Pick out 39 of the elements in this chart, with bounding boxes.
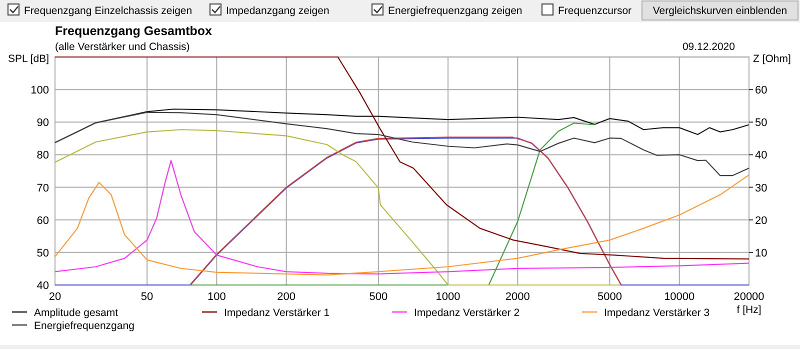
x-tick-label: 200 [277,291,296,303]
y2-tick-label: 60 [755,84,768,97]
x-tick-label: 20 [48,291,62,303]
x-axis-title: f [Hz] [736,304,762,316]
text: Frequenzcursor [558,5,632,17]
y2-tick-label: 50 [755,117,768,130]
legend-label: Impedanz Verstärker 3 [604,307,710,319]
y-tick-label: 80 [36,150,49,162]
y2-axis-title: Z [Ohm] [753,53,791,65]
legend-label: Amplitude gesamt [34,307,118,319]
y-tick-label: 70 [36,182,49,194]
x-tick-label: 10000 [664,291,695,303]
x-tick-label: 1000 [436,291,460,303]
text: Impedanzgang zeigen [226,5,330,17]
text: Vergleichskurven einblenden [652,5,788,17]
text: Frequenzgang Einzelchassis zeigen [24,5,192,17]
y2-tick-label: 10 [755,247,768,260]
x-tick-label: 20000 [734,291,764,303]
y-tick-label: 90 [36,117,49,130]
y-tick-label: 60 [36,214,49,227]
x-tick-label: 2000 [505,291,530,303]
y2-tick-label: 20 [755,214,768,227]
text: 09.12.2020 [682,41,736,53]
x-tick-label: 50 [140,291,154,303]
y2-tick-label: 40 [755,150,768,162]
legend-label: Impedanz Verstärker 1 [224,307,330,319]
y-axis-title: SPL [dB] [8,53,50,65]
legend-label: Impedanz Verstärker 2 [414,307,520,319]
y-tick-label: 50 [36,247,49,260]
x-tick-label: 500 [369,291,388,303]
chart-title: Frequenzgang Gesamtbox [55,24,212,38]
y-tick-label: 100 [30,84,49,97]
legend-label: Energiefrequenzgang [34,320,135,332]
y2-tick-label: 30 [755,182,768,194]
x-tick-label: 5000 [597,291,622,303]
x-tick-label: 100 [208,291,226,303]
text: Energiefrequenzgang zeigen [388,5,522,17]
y-tick-label: 40 [36,280,49,292]
chart-subtitle: (alle Verstärker und Chassis) [55,41,190,53]
